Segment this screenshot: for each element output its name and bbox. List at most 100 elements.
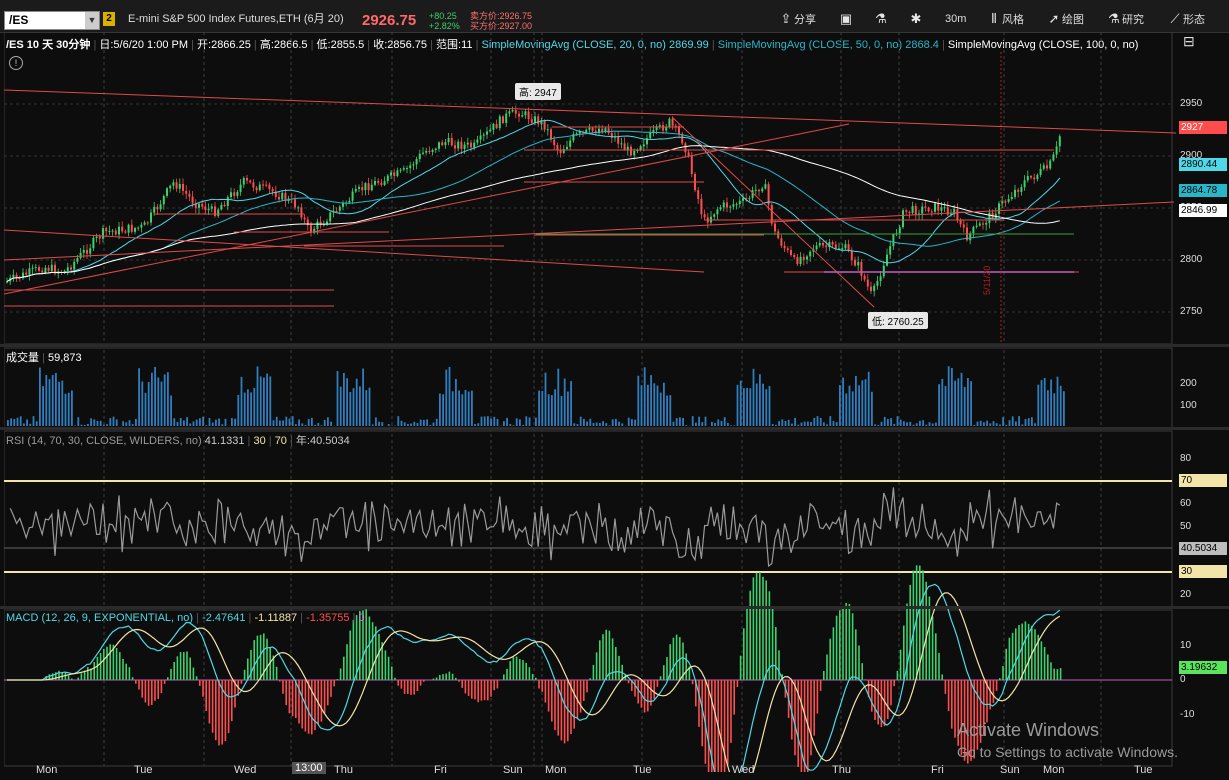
chart-settings-button[interactable]: ▣ bbox=[838, 9, 854, 29]
candle-body bbox=[249, 180, 252, 183]
symbol-input[interactable]: /ES ▼ bbox=[4, 11, 100, 30]
patterns-button[interactable]: ⟋ 形态 bbox=[1167, 9, 1205, 29]
alert-icon[interactable]: ! bbox=[9, 56, 23, 70]
volume-bar bbox=[887, 418, 889, 426]
macd-hist-bar bbox=[666, 657, 668, 680]
candle-body bbox=[214, 206, 216, 216]
macd-hist-bar bbox=[71, 678, 73, 680]
share-button[interactable]: ⇪ 分享 bbox=[778, 9, 816, 29]
sma50-line bbox=[6, 130, 1061, 282]
macd-hist-bar bbox=[1027, 623, 1030, 680]
macd-hist-bar bbox=[579, 680, 582, 713]
macd-hist-bar bbox=[528, 667, 531, 680]
macd-hist-bar bbox=[560, 680, 563, 741]
volume-bar bbox=[336, 371, 339, 426]
candle-body bbox=[623, 143, 626, 150]
macd-hist-bar bbox=[595, 652, 598, 680]
volume-bar bbox=[691, 416, 694, 426]
macd-hist-bar bbox=[992, 680, 995, 703]
studies-button[interactable]: ⚗ 研究 bbox=[1106, 9, 1144, 29]
macd-hist-bar bbox=[775, 627, 777, 680]
volume-bar bbox=[835, 422, 838, 426]
chevron-down-icon[interactable]: ▼ bbox=[85, 12, 99, 29]
candle-body bbox=[882, 265, 885, 277]
macd-hist-bar bbox=[51, 673, 54, 680]
chart-canvas[interactable] bbox=[4, 32, 1176, 772]
collapse-icon[interactable]: ⊟ bbox=[1183, 33, 1195, 49]
volume-bar bbox=[992, 421, 995, 426]
volume-bar bbox=[695, 422, 697, 426]
chart-icon: ▣ bbox=[839, 11, 853, 26]
sma20-label[interactable]: SimpleMovingAvg (CLOSE, 20, 0, no) bbox=[481, 39, 666, 51]
macd-hist-bar bbox=[147, 680, 150, 706]
candle-body bbox=[697, 190, 700, 199]
macd-hist-bar bbox=[1011, 632, 1014, 680]
macd-hist-bar bbox=[643, 680, 646, 713]
volume-bar bbox=[727, 422, 729, 426]
macd-hist-bar bbox=[419, 680, 422, 686]
studies-lab-button[interactable]: ⚗ bbox=[873, 9, 889, 29]
macd-hist-bar bbox=[554, 680, 556, 731]
volume-bar bbox=[474, 424, 476, 426]
candle-body bbox=[166, 188, 168, 196]
sma100-label[interactable]: SimpleMovingAvg (CLOSE, 100, 0, no) bbox=[947, 39, 1139, 51]
macd-hist-bar bbox=[400, 680, 403, 689]
candle-body bbox=[738, 200, 741, 205]
panel-separator[interactable] bbox=[0, 344, 1229, 347]
volume-bar bbox=[103, 424, 105, 426]
macd-hist-bar bbox=[759, 572, 761, 680]
volume-bar bbox=[410, 423, 412, 426]
macd-hist-bar bbox=[922, 570, 924, 680]
volume-tick: 100 bbox=[1180, 400, 1197, 411]
candle-body bbox=[41, 270, 44, 273]
timeframe-button[interactable]: 30m bbox=[945, 13, 967, 25]
volume-bar bbox=[243, 392, 246, 426]
volume-bar bbox=[403, 422, 406, 426]
last-price-box: 2927 bbox=[1179, 121, 1227, 134]
macd-hist-bar bbox=[659, 676, 662, 680]
volume-bar bbox=[39, 367, 41, 426]
rsi-overbought-value: 70 bbox=[274, 435, 287, 447]
settings-button[interactable]: ✱ bbox=[908, 9, 924, 29]
date-marker-label: 5/11/20 bbox=[982, 265, 992, 295]
volume-bar bbox=[963, 386, 966, 426]
macd-hist-bar bbox=[103, 648, 105, 680]
macd-hist-bar bbox=[355, 615, 358, 680]
candle-body bbox=[857, 261, 860, 266]
candle-body bbox=[162, 195, 165, 205]
panel-separator[interactable] bbox=[0, 606, 1229, 609]
volume-bar bbox=[35, 421, 38, 426]
macd-hist-bar bbox=[138, 680, 140, 690]
macd-hist-bar bbox=[1043, 647, 1046, 680]
macd-hist-bar bbox=[938, 652, 940, 680]
link-group-badge[interactable]: 2 bbox=[103, 12, 115, 26]
candle-body bbox=[754, 189, 757, 191]
macd-hist-bar bbox=[55, 672, 57, 680]
macd-hist-bar bbox=[151, 680, 153, 705]
macd-hist-bar bbox=[727, 680, 729, 765]
volume-bar bbox=[128, 420, 131, 426]
last-price: 2926.75 bbox=[362, 12, 417, 29]
panel-separator[interactable] bbox=[0, 427, 1229, 430]
bar-open: 开:2866.25 bbox=[197, 39, 251, 51]
sma50-label[interactable]: SimpleMovingAvg (CLOSE, 50, 0, no) bbox=[717, 39, 903, 51]
volume-bar bbox=[563, 378, 566, 426]
macd-hist-bar bbox=[538, 680, 540, 689]
macd-label[interactable]: MACD (12, 26, 9, EXPONENTIAL, no) bbox=[6, 612, 194, 624]
volume-bar bbox=[861, 380, 864, 426]
volume-bar bbox=[368, 387, 371, 426]
macd-hist-bar bbox=[250, 649, 252, 680]
volume-bar bbox=[848, 385, 851, 426]
volume-bar bbox=[915, 423, 918, 426]
candle-body bbox=[127, 224, 130, 233]
volume-bar bbox=[13, 418, 16, 426]
style-button[interactable]: ⫴ 风格 bbox=[986, 9, 1024, 29]
macd-hist-bar bbox=[839, 610, 841, 680]
rsi-label[interactable]: RSI (14, 70, 30, CLOSE, WILDERS, no) bbox=[6, 435, 202, 447]
drawing-button[interactable]: ➚ 绘图 bbox=[1046, 9, 1084, 29]
macd-hist-bar bbox=[906, 603, 908, 680]
volume-bar bbox=[595, 422, 598, 426]
macd-hist-bar bbox=[755, 572, 758, 680]
macd-hist-bar bbox=[1037, 634, 1039, 680]
volume-bar bbox=[99, 420, 102, 426]
